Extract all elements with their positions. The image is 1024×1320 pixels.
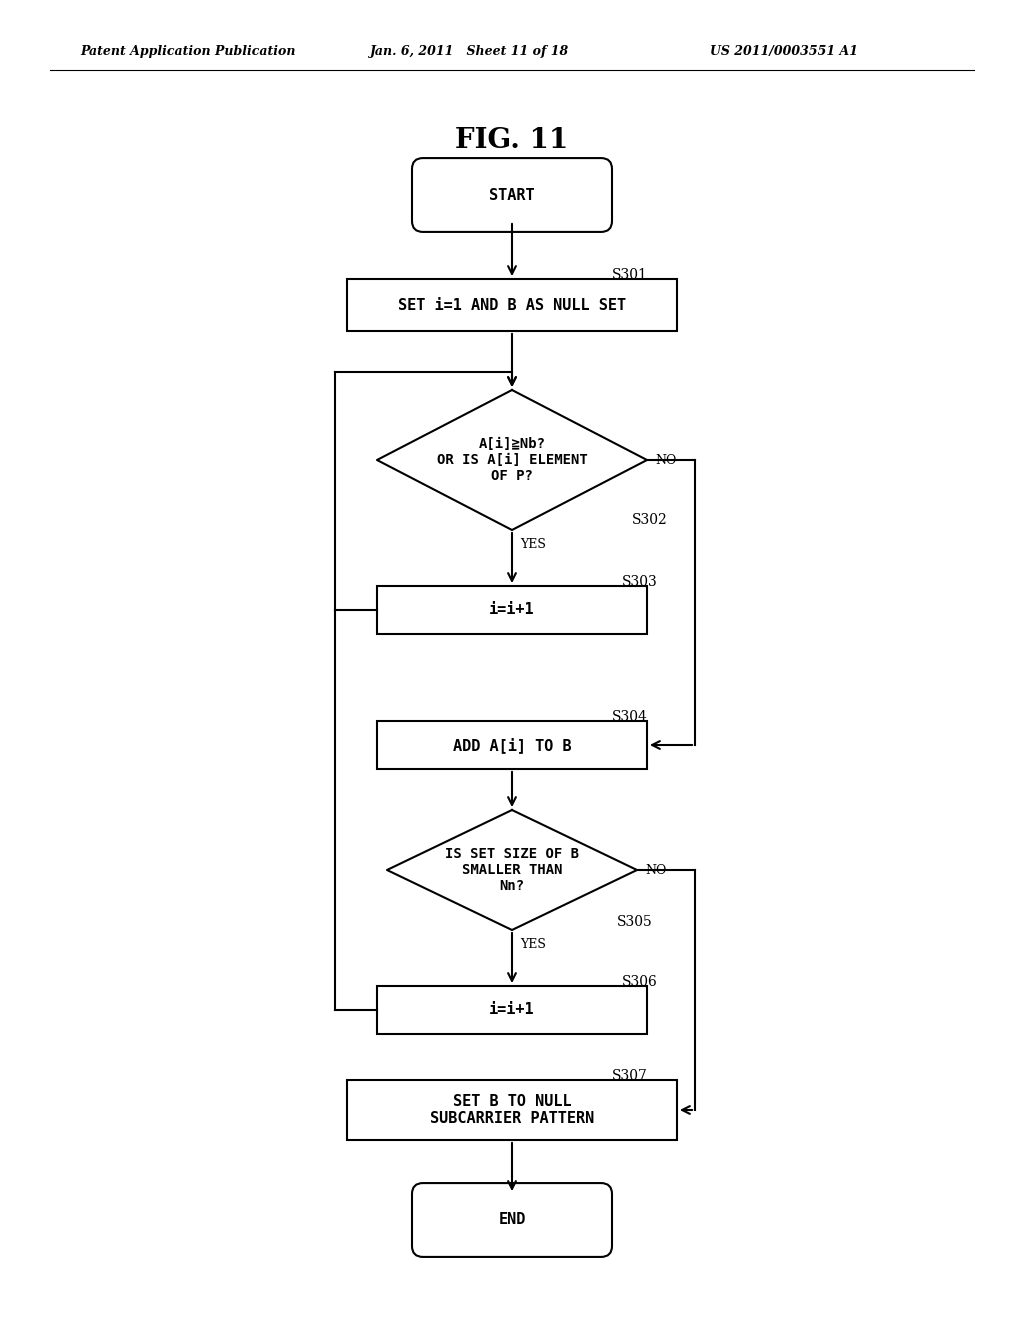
Text: S302: S302 — [632, 513, 668, 527]
Bar — [377, 721, 647, 770]
Bar — [377, 986, 647, 1034]
Text: Patent Application Publication: Patent Application Publication — [80, 45, 296, 58]
Text: START: START — [489, 187, 535, 202]
Text: Jan. 6, 2011   Sheet 11 of 18: Jan. 6, 2011 Sheet 11 of 18 — [370, 45, 569, 58]
Text: NO: NO — [645, 863, 667, 876]
Text: FIG. 11: FIG. 11 — [456, 127, 568, 153]
Text: IS SET SIZE OF B
SMALLER THAN
Nn?: IS SET SIZE OF B SMALLER THAN Nn? — [445, 847, 579, 894]
Text: ADD A[i] TO B: ADD A[i] TO B — [453, 737, 571, 752]
Text: NO: NO — [655, 454, 677, 466]
Text: S307: S307 — [612, 1069, 648, 1082]
Text: A[i]≧Nb?
OR IS A[i] ELEMENT
OF P?: A[i]≧Nb? OR IS A[i] ELEMENT OF P? — [436, 437, 588, 483]
Text: S303: S303 — [622, 576, 657, 589]
Text: YES: YES — [520, 939, 546, 950]
Bar — [377, 586, 647, 634]
Polygon shape — [387, 810, 637, 931]
Text: US 2011/0003551 A1: US 2011/0003551 A1 — [710, 45, 858, 58]
Text: i=i+1: i=i+1 — [489, 602, 535, 618]
Polygon shape — [377, 389, 647, 531]
Text: S305: S305 — [617, 915, 652, 929]
Bar — [347, 1080, 677, 1140]
Text: i=i+1: i=i+1 — [489, 1002, 535, 1018]
Text: S301: S301 — [612, 268, 648, 282]
Text: YES: YES — [520, 539, 546, 550]
Text: SET i=1 AND B AS NULL SET: SET i=1 AND B AS NULL SET — [398, 297, 626, 313]
Text: S304: S304 — [612, 710, 648, 723]
FancyBboxPatch shape — [412, 1183, 612, 1257]
FancyBboxPatch shape — [412, 158, 612, 232]
Text: S306: S306 — [622, 975, 657, 989]
Text: SET B TO NULL
SUBCARRIER PATTERN: SET B TO NULL SUBCARRIER PATTERN — [430, 1094, 594, 1126]
Bar — [347, 279, 677, 331]
Text: END: END — [499, 1213, 525, 1228]
